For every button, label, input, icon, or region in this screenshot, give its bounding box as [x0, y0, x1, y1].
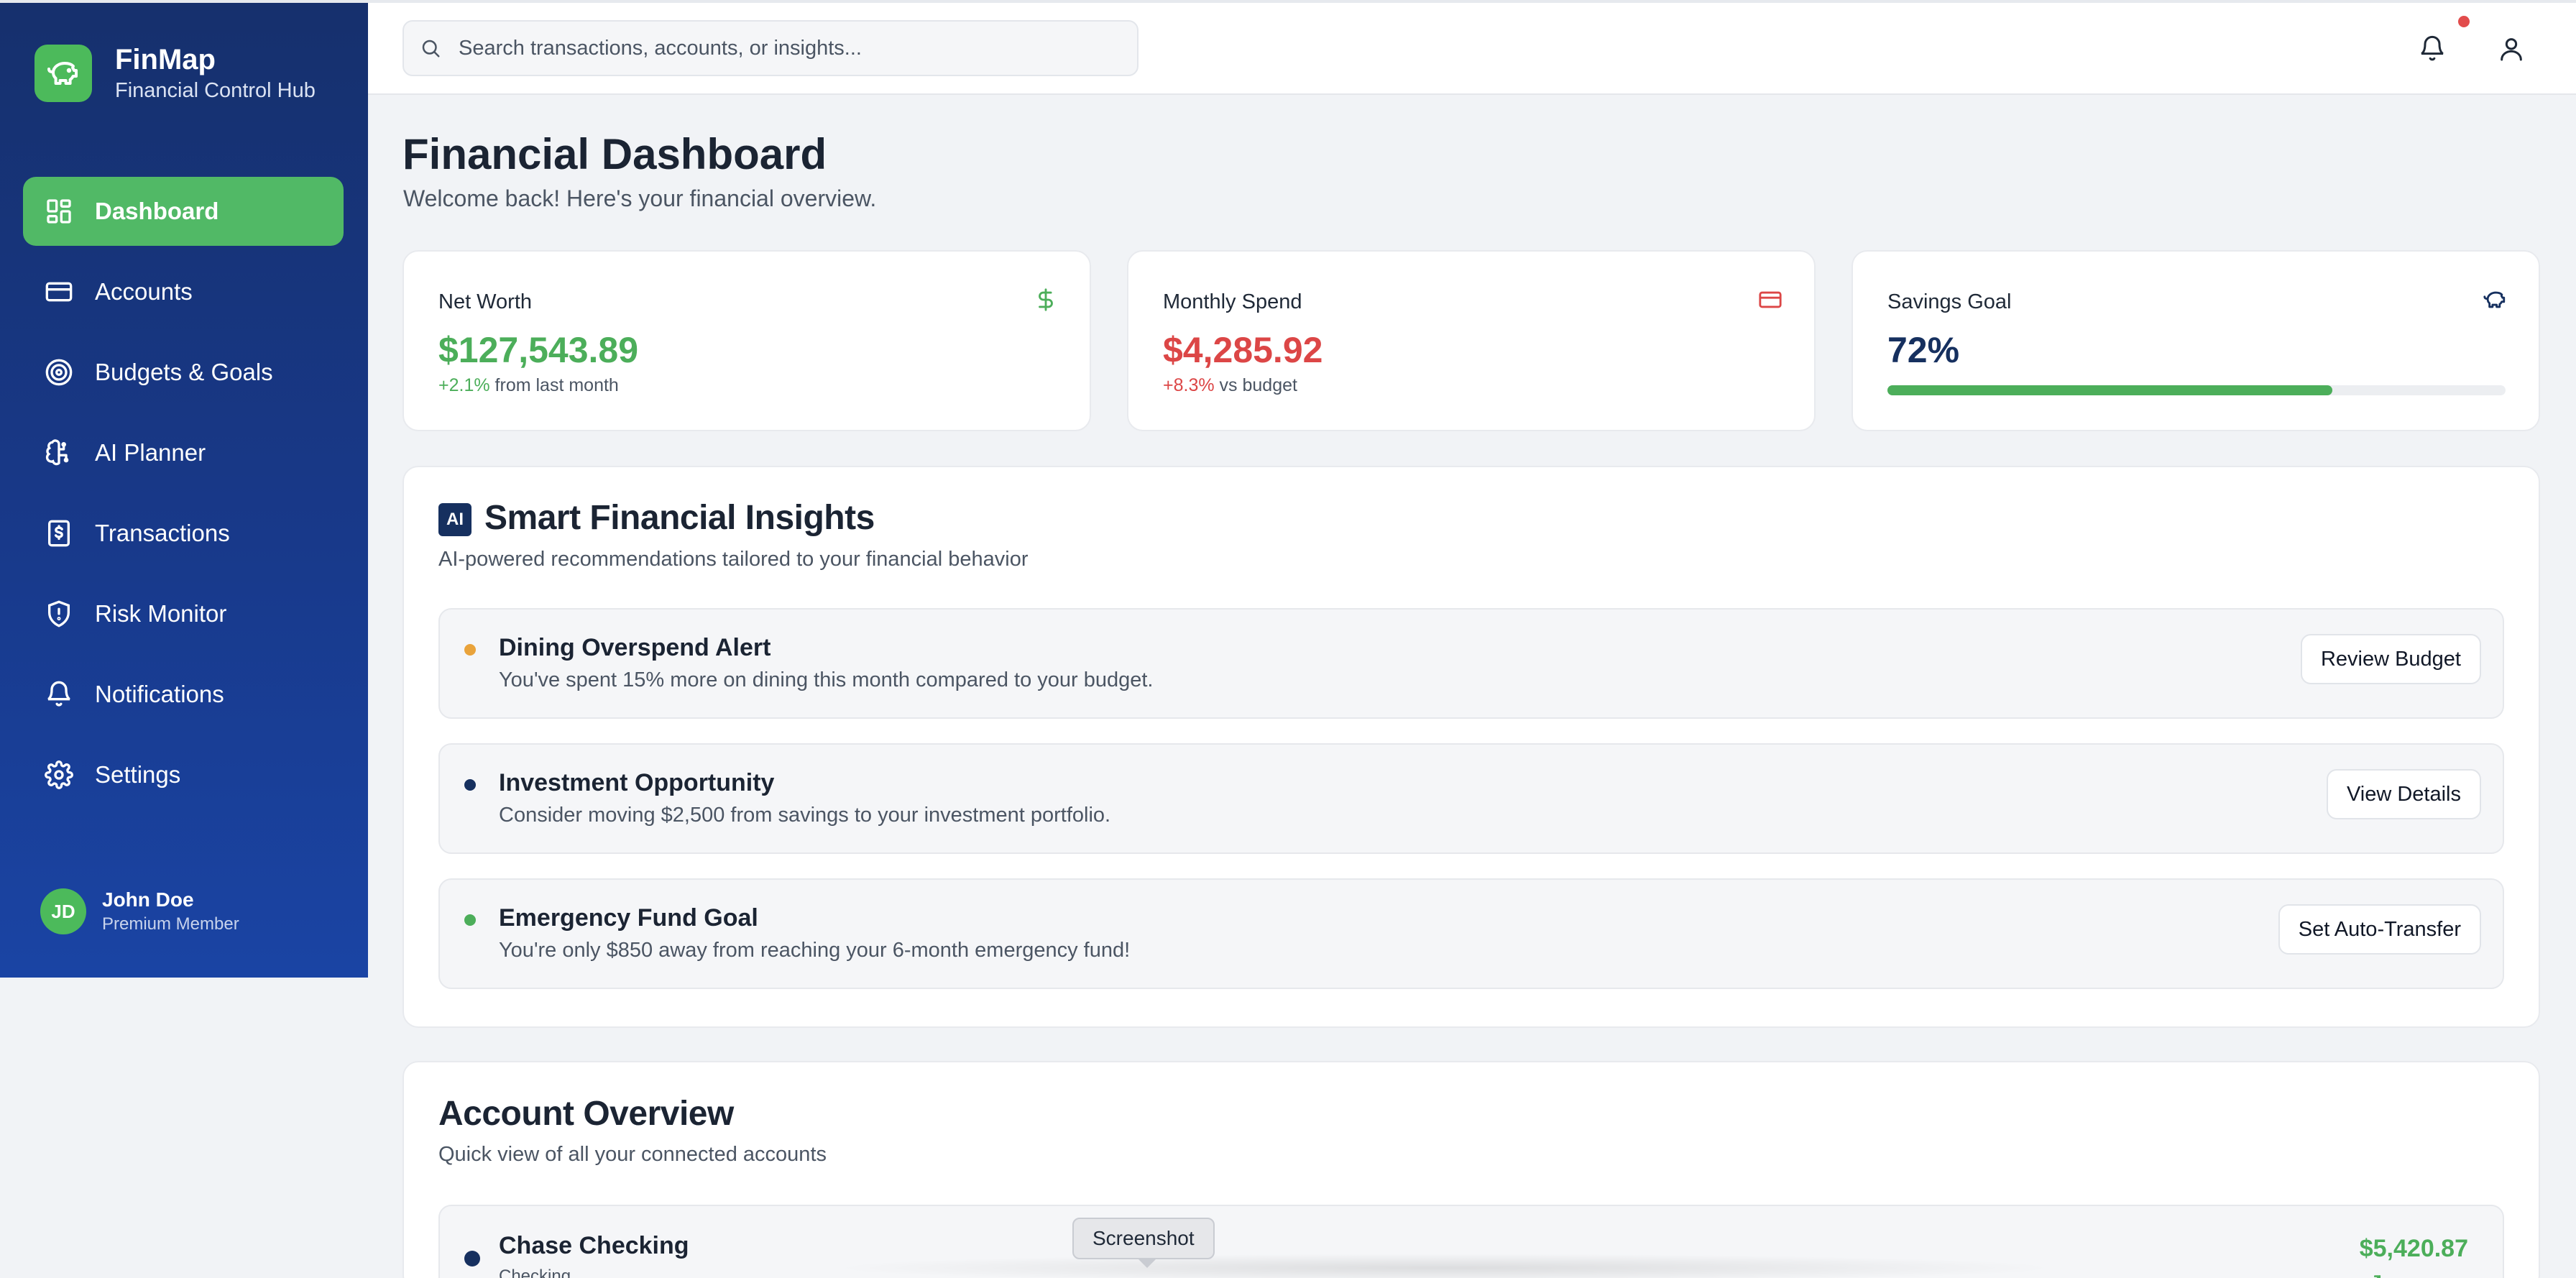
piggy-bank-icon	[2483, 288, 2507, 312]
sidebar-item-label: Budgets & Goals	[95, 359, 273, 385]
brand-subtitle: Financial Control Hub	[115, 79, 316, 102]
account-row[interactable]: Chase Checking Checking $5,420.87	[438, 1205, 2504, 1278]
avatar: JD	[40, 888, 86, 934]
gear-icon	[45, 760, 73, 789]
sidebar-item-notifications[interactable]: Notifications	[23, 660, 344, 729]
bell-icon[interactable]	[2418, 35, 2447, 63]
stat-value: $4,285.92	[1163, 330, 1323, 370]
sidebar-item-ai-planner[interactable]: AI Planner	[23, 418, 344, 487]
tooltip-tail	[1137, 1258, 1157, 1268]
page-title: Financial Dashboard	[402, 130, 827, 178]
window-top-border	[0, 0, 2576, 3]
insight-text: You've spent 15% more on dining this mon…	[499, 668, 1154, 691]
monthly-spend-card[interactable]: Monthly Spend $4,285.92 +8.3% vs budget	[1127, 250, 1816, 431]
account-name: Chase Checking	[499, 1232, 689, 1259]
top-header	[368, 3, 2576, 95]
stat-label: Savings Goal	[1887, 290, 2012, 313]
stat-label: Monthly Spend	[1163, 290, 1302, 313]
sidebar-item-label: Transactions	[95, 520, 230, 546]
credit-card-icon	[1758, 288, 1782, 312]
sidebar-item-label: Dashboard	[95, 198, 219, 224]
accounts-subtitle: Quick view of all your connected account…	[438, 1143, 827, 1166]
sidebar-item-label: Notifications	[95, 681, 224, 707]
insight-text: Consider moving $2,500 from savings to y…	[499, 804, 1111, 827]
insight-status-dot	[464, 914, 476, 926]
insight-card: Investment Opportunity Consider moving $…	[438, 743, 2504, 854]
net-worth-card[interactable]: Net Worth $127,543.89 +2.1% from last mo…	[402, 250, 1091, 431]
set-auto-transfer-button[interactable]: Set Auto-Transfer	[2278, 904, 2481, 955]
stat-label: Net Worth	[438, 290, 533, 313]
account-dot	[464, 1251, 480, 1266]
account-balance: $5,420.87	[2359, 1235, 2468, 1262]
insight-text: You're only $850 away from reaching your…	[499, 939, 1131, 962]
dollar-receipt-icon	[45, 519, 73, 548]
brand-name: FinMap	[115, 44, 216, 75]
insight-card: Dining Overspend Alert You've spent 15% …	[438, 608, 2504, 719]
target-icon	[45, 358, 73, 387]
view-details-button[interactable]: View Details	[2326, 769, 2481, 819]
trend-up-icon	[2363, 1271, 2382, 1278]
insight-title: Investment Opportunity	[499, 769, 775, 796]
shield-icon	[45, 599, 73, 628]
user-profile[interactable]: JD John Doe Premium Member	[40, 888, 239, 934]
savings-progress-fill	[1887, 385, 2333, 395]
grid-icon	[45, 197, 73, 226]
insight-card: Emergency Fund Goal You're only $850 awa…	[438, 878, 2504, 989]
card-icon	[45, 277, 73, 306]
accounts-title: Account Overview	[438, 1095, 734, 1133]
dock-shadow	[827, 1254, 2063, 1278]
insight-status-dot	[464, 644, 476, 656]
sidebar-item-label: Risk Monitor	[95, 600, 227, 627]
sidebar-item-risk-monitor[interactable]: Risk Monitor	[23, 579, 344, 648]
sidebar-item-label: AI Planner	[95, 439, 206, 466]
stat-change: +2.1% from last month	[438, 375, 619, 395]
stat-value: 72%	[1887, 330, 1960, 370]
sidebar-item-accounts[interactable]: Accounts	[23, 257, 344, 326]
stat-value: $127,543.89	[438, 330, 639, 370]
review-budget-button[interactable]: Review Budget	[2300, 634, 2481, 684]
piggy-bank-icon	[34, 44, 92, 102]
brand[interactable]: FinMap Financial Control Hub	[34, 43, 316, 103]
stat-change: +8.3% vs budget	[1163, 375, 1297, 395]
ai-badge: AI	[438, 503, 472, 536]
sidebar-nav: Dashboard Accounts Budgets & Goals AI Pl…	[23, 177, 344, 821]
dollar-icon	[1034, 288, 1058, 312]
brain-icon	[45, 438, 73, 467]
user-icon[interactable]	[2497, 35, 2526, 63]
search-bar[interactable]	[402, 20, 1138, 76]
savings-progress-bar	[1887, 385, 2506, 395]
screenshot-tooltip: Screenshot	[1072, 1218, 1215, 1259]
insight-title: Emergency Fund Goal	[499, 904, 758, 932]
search-input[interactable]	[459, 36, 1105, 60]
savings-goal-card[interactable]: Savings Goal 72%	[1852, 250, 2540, 431]
sidebar-item-transactions[interactable]: Transactions	[23, 499, 344, 568]
sidebar: FinMap Financial Control Hub Dashboard A…	[0, 3, 368, 978]
page-subtitle: Welcome back! Here's your financial over…	[403, 185, 877, 211]
insight-status-dot	[464, 779, 476, 791]
bell-icon	[45, 680, 73, 709]
sidebar-item-budgets-goals[interactable]: Budgets & Goals	[23, 338, 344, 407]
sidebar-item-dashboard[interactable]: Dashboard	[23, 177, 344, 246]
account-type: Checking	[499, 1266, 571, 1278]
sidebar-item-label: Settings	[95, 761, 181, 788]
sidebar-item-label: Accounts	[95, 278, 193, 305]
search-icon	[420, 37, 441, 59]
insights-title: Smart Financial Insights	[484, 499, 875, 537]
insights-subtitle: AI-powered recommendations tailored to y…	[438, 548, 1029, 571]
sidebar-item-settings[interactable]: Settings	[23, 740, 344, 809]
insight-title: Dining Overspend Alert	[499, 634, 771, 661]
user-tier: Premium Member	[102, 914, 239, 934]
notification-badge	[2458, 16, 2470, 27]
user-name: John Doe	[102, 888, 194, 911]
